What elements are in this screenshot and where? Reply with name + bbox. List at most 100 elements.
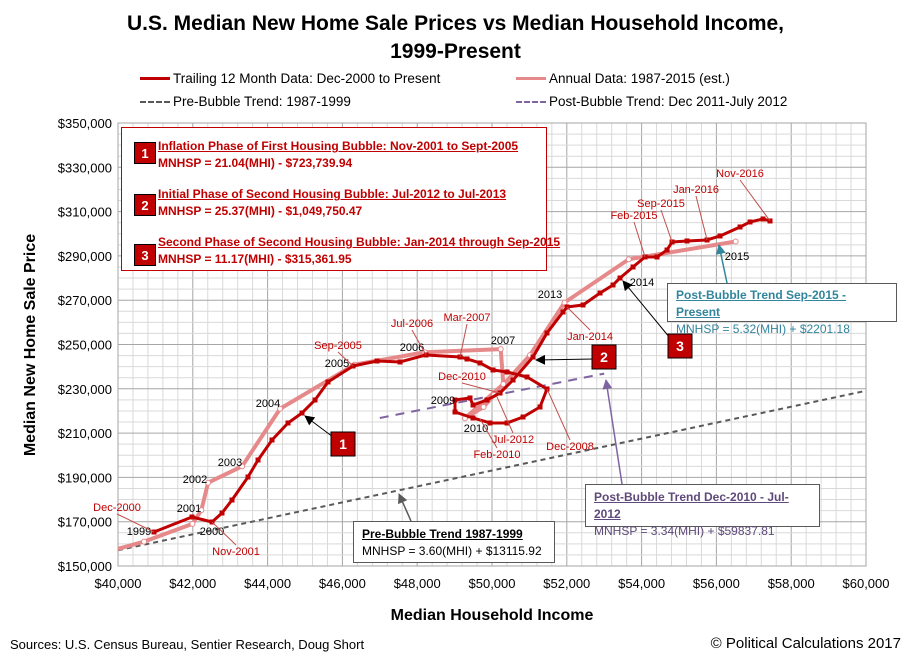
trailing-data-point [464, 356, 470, 362]
trailing-data-point [484, 397, 490, 403]
x-tick-label: $40,000 [95, 576, 142, 591]
y-tick-label: $270,000 [58, 293, 112, 308]
trend-box-title: Post-Bubble Trend Dec-2010 - Jul-2012 [594, 490, 789, 521]
annotation-label: Mar-2007 [443, 312, 490, 324]
trailing-data-point [717, 233, 723, 239]
trailing-data-point [490, 367, 496, 373]
trailing-data-point [255, 457, 261, 463]
annotation-leader-line [633, 221, 646, 258]
year-label: 2014 [630, 277, 654, 289]
trend-box-equation: MNHSP = 5.32(MHI) + $2201.18 [676, 322, 850, 336]
annotation-label: Feb-2015 [610, 210, 657, 222]
annual-data-point [239, 463, 246, 470]
trailing-data-point [325, 379, 331, 385]
x-tick-label: $52,000 [543, 576, 590, 591]
phase-marker-box [591, 344, 617, 370]
date-annotation: Jul-2006 [391, 318, 433, 356]
plot-series [118, 216, 866, 552]
post-bubble-2010-trend-box: Post-Bubble Trend Dec-2010 - Jul-2012 MN… [585, 484, 820, 538]
trailing-data-point [477, 360, 483, 366]
annotation-label: Sep-2015 [637, 198, 685, 210]
date-annotation: Jul-2012 [492, 396, 534, 446]
x-tick-label: $42,000 [169, 576, 216, 591]
chart-title-line2: 1999-Present [390, 40, 521, 63]
annotation-label: Jul-2006 [391, 318, 433, 330]
trailing-data-point [524, 374, 530, 380]
annual-data-point [625, 256, 632, 263]
trailing-data-point [654, 254, 660, 260]
trailing-data-point [617, 275, 623, 281]
trailing-data-point [530, 354, 536, 360]
year-label: 2002 [183, 474, 207, 486]
year-label: 2005 [325, 358, 349, 370]
copyright: © Political Calculations 2017 [710, 635, 901, 652]
phase-marker-label: 1 [339, 436, 347, 452]
trend-box-equation: MNHSP = 3.60(MHI) + $13115.92 [362, 544, 542, 558]
year-label: 1999 [127, 526, 151, 538]
date-annotation: Dec-2000 [93, 502, 155, 533]
y-tick-label: $350,000 [58, 116, 112, 131]
date-annotation: Nov-2016 [716, 168, 771, 222]
phase-equation: MNHSP = 25.37(MHI) - $1,049,750.47 [158, 204, 363, 218]
annual-data-point [277, 405, 284, 412]
x-tick-label: $60,000 [843, 576, 890, 591]
year-label: 2010 [464, 423, 488, 435]
annotation-leader-line [695, 195, 708, 241]
annotation-label: Dec-2000 [93, 502, 141, 514]
y-tick-label: $170,000 [58, 515, 112, 530]
trailing-data-point [737, 224, 743, 230]
y-tick-label: $310,000 [58, 205, 112, 220]
trailing-data-point [747, 219, 753, 225]
annual-data-point [189, 520, 196, 527]
legend-label: Pre-Bubble Trend: 1987-1999 [173, 94, 351, 109]
trailing-data-point [245, 474, 251, 480]
phase-marker: 1 [134, 142, 156, 164]
y-tick-label: $210,000 [58, 426, 112, 441]
trend-box-title: Pre-Bubble Trend 1987-1999 [362, 527, 523, 541]
plot-area-border [117, 122, 867, 567]
trailing-data-point [285, 420, 291, 426]
annual-data-point [500, 381, 507, 388]
trailing-data-point [544, 330, 550, 336]
annotation-label: Nov-2016 [716, 168, 764, 180]
legend-label: Annual Data: 1987-2015 (est.) [549, 71, 730, 86]
trailing-data-point [470, 415, 476, 421]
annual-data-point [141, 538, 148, 545]
pre-bubble-trend-line [118, 389, 866, 552]
annotation-leader-line [660, 209, 673, 243]
trend-box-title: Post-Bubble Trend Sep-2015 - Present [676, 288, 847, 319]
date-annotation: Feb-2010 [473, 418, 521, 461]
legend-swatch [516, 100, 546, 103]
phase-marker-box [667, 333, 693, 359]
trailing-data-point [470, 402, 476, 408]
y-tick-label: $230,000 [58, 382, 112, 397]
trailing-data-point [467, 395, 473, 401]
trailing-data-point [312, 397, 318, 403]
annotation-label: Jul-2012 [492, 434, 534, 446]
phase-title: Inflation Phase of First Housing Bubble:… [158, 139, 519, 153]
trailing-data-point [219, 510, 225, 516]
phase-equation: MNHSP = 11.17(MHI) - $315,361.95 [158, 252, 352, 266]
trailing-data-point [299, 410, 305, 416]
date-annotation: Jan-2014 [566, 306, 613, 343]
annual-data-point [205, 479, 212, 486]
phase-marker-1: 1 [304, 415, 356, 457]
legend-item-pre-bubble: Pre-Bubble Trend: 1987-1999 [140, 94, 351, 109]
trailing-data-point [630, 264, 636, 270]
year-label: 2004 [256, 398, 280, 410]
year-label: 2007 [491, 335, 515, 347]
trailing-data-point [597, 290, 603, 296]
annotation-leader-line [479, 418, 498, 449]
trailing-data-point [229, 497, 235, 503]
trailing-data-point [452, 397, 458, 403]
x-tick-label: $54,000 [618, 576, 665, 591]
x-tick-label: $58,000 [768, 576, 815, 591]
legend-label: Post-Bubble Trend: Dec 2011-July 2012 [549, 94, 788, 109]
annual-data-point [561, 299, 568, 306]
date-annotation: Sep-2005 [314, 340, 362, 367]
x-tick-label: $48,000 [394, 576, 441, 591]
annual-data-point [480, 403, 487, 410]
y-tick-label: $290,000 [58, 249, 112, 264]
arrow-icon [602, 379, 623, 485]
trailing-data-point [664, 247, 670, 253]
